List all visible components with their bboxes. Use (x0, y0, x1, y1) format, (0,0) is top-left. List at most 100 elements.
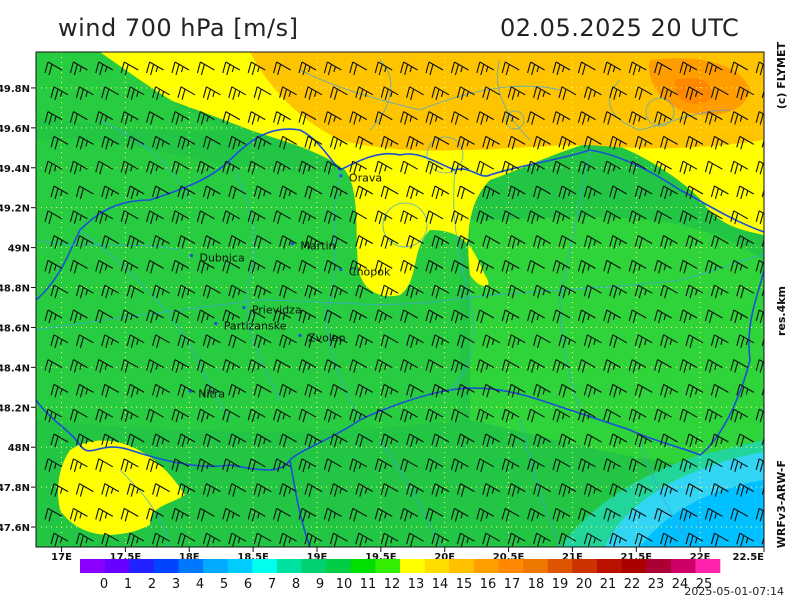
wind-barb (583, 135, 602, 150)
wind-barb (431, 86, 450, 100)
wind-barb (558, 532, 577, 547)
wind-barb (101, 334, 120, 348)
wind-barb (660, 185, 678, 200)
wind-barb (476, 359, 495, 373)
wind-barb (120, 507, 139, 522)
wind-barb (177, 334, 196, 348)
wind-barb (577, 309, 596, 324)
colorbar-label: 22 (624, 577, 641, 592)
colorbar-label: 6 (244, 577, 252, 592)
colorbar-label: 10 (336, 577, 353, 592)
wind-barb (126, 86, 145, 100)
wind-barb (349, 507, 368, 522)
wind-barb (660, 135, 678, 150)
wind-barb (228, 135, 247, 150)
wind-barb (228, 532, 247, 547)
wind-barb (685, 433, 704, 448)
wind-barb (628, 309, 647, 324)
wind-barb (552, 507, 571, 522)
wind-barb (603, 210, 622, 224)
wind-barb (558, 135, 577, 150)
wind-barb (120, 61, 139, 76)
wind-barb (634, 284, 653, 299)
wind-barb (679, 359, 698, 373)
wind-barb (736, 532, 755, 547)
wind-barb (120, 160, 139, 175)
wind-barb (95, 259, 114, 274)
wind-barb (583, 334, 602, 348)
wind-barb (304, 284, 323, 299)
city-dot (339, 267, 343, 272)
wind-barb (120, 359, 139, 373)
wind-barb (609, 235, 628, 249)
colorbar-label: 15 (456, 577, 473, 592)
wind-barb (202, 532, 221, 547)
wind-barb (634, 433, 653, 448)
colorbar-swatch (596, 559, 622, 573)
wind-barb (450, 309, 469, 324)
city-label: Partizanske (224, 319, 287, 332)
wind-barb (736, 185, 755, 200)
wind-barb (507, 284, 526, 299)
wind-barb (654, 111, 672, 125)
wind-barb (228, 284, 247, 299)
wind-barb (527, 210, 545, 224)
wind-barb (323, 61, 342, 76)
wind-barb (482, 532, 501, 547)
wind-barb (101, 135, 120, 150)
wind-barb (431, 135, 450, 150)
wind-barb (450, 507, 469, 522)
wind-barb (736, 235, 755, 249)
wind-barb (634, 383, 653, 398)
colorbar-swatch (80, 559, 105, 573)
wind-barb (273, 61, 291, 76)
wind-barb (761, 436, 764, 446)
wind-barb (329, 235, 348, 249)
wind-barb (533, 433, 551, 448)
wind-barb (400, 259, 418, 274)
wind-barb (304, 433, 323, 448)
wind-barb (120, 458, 139, 472)
wind-barb (654, 309, 672, 324)
wind-barb (603, 160, 622, 175)
wind-barb (304, 532, 323, 547)
wind-barb (279, 483, 297, 497)
wind-barb (95, 309, 114, 324)
wind-barb (425, 210, 444, 224)
wind-barb (374, 458, 393, 472)
wind-barb (152, 86, 170, 100)
wind-barb (126, 483, 145, 497)
lon-tick-label: 18E (179, 552, 200, 563)
wind-barb (196, 309, 215, 324)
wind-barb (50, 433, 69, 448)
wind-barb (654, 458, 672, 472)
wind-barb (228, 334, 247, 348)
wind-barb (736, 86, 755, 100)
wind-barb (95, 111, 114, 125)
lat-tick-label: 49.4N (0, 164, 30, 175)
light-green-region-east (470, 216, 764, 470)
wind-barb (533, 284, 551, 299)
wind-barb (450, 458, 469, 472)
wind-barb (202, 383, 221, 398)
wind-barb (177, 483, 196, 497)
wind-barb (501, 359, 520, 373)
wind-barb (654, 210, 672, 224)
wind-barb (425, 111, 444, 125)
wind-barb (431, 383, 450, 398)
wind-barb (654, 359, 672, 373)
wind-barb (146, 259, 164, 274)
colorbar-swatch (621, 559, 647, 573)
wind-barb (533, 334, 551, 348)
wind-barb (704, 61, 723, 76)
wind-barb (380, 334, 399, 348)
wind-barb (507, 483, 526, 497)
wind-barb (196, 259, 215, 274)
wind-barb (171, 160, 190, 175)
wind-barb (279, 334, 297, 348)
wind-barb (527, 160, 545, 175)
wind-barb (634, 483, 653, 497)
wind-barb (755, 309, 764, 324)
wind-barb (609, 284, 628, 299)
